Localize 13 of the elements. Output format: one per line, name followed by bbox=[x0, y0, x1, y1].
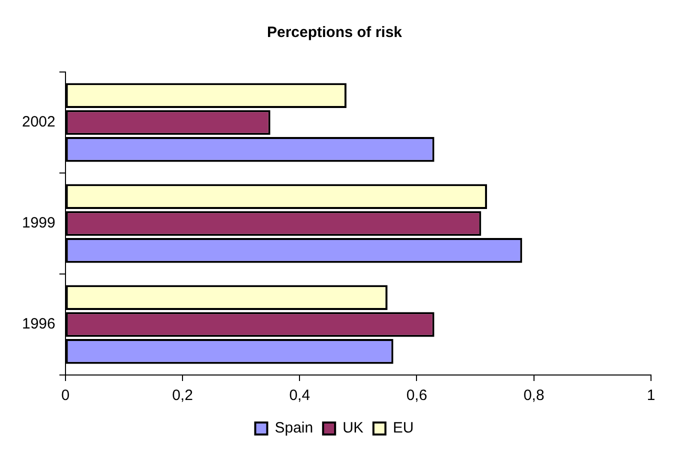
chart-title: Perceptions of risk bbox=[266, 24, 403, 42]
x-tick-label: 1 bbox=[646, 387, 656, 404]
y-tick-label: 1999 bbox=[22, 214, 56, 232]
x-tick-label: 0 bbox=[61, 387, 70, 404]
x-tick-label: 0,6 bbox=[406, 387, 428, 404]
x-tick-label: 0,8 bbox=[523, 387, 544, 404]
y-tick-label: 1996 bbox=[22, 316, 56, 333]
legend-label: EU bbox=[392, 420, 414, 437]
legend-label: UK bbox=[342, 420, 364, 437]
x-tick-label: 0,4 bbox=[289, 387, 310, 404]
x-tick-label: 0,2 bbox=[172, 387, 193, 404]
y-tick-label: 2002 bbox=[22, 114, 56, 131]
legend-label: Spain bbox=[274, 420, 314, 437]
